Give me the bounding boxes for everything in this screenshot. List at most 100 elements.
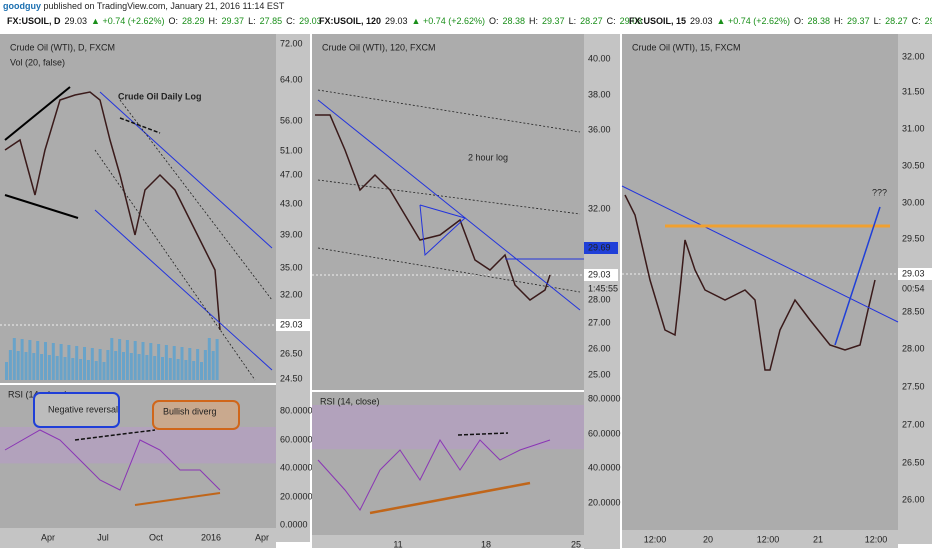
line xyxy=(4,86,71,141)
price-tick-label: 00:54 xyxy=(902,283,925,293)
price-tick-label: 24.50 xyxy=(280,373,303,383)
price-tick-label: 38.00 xyxy=(588,89,611,99)
quote-close-label: C: xyxy=(912,16,921,26)
volume-bar xyxy=(83,347,86,380)
price-tick-label: 56.00 xyxy=(280,115,303,125)
quote-symbol: FX:USOIL, 120 xyxy=(319,16,381,26)
quote-high: 29.37 xyxy=(847,16,870,26)
price-pane xyxy=(622,34,898,530)
volume-bar xyxy=(40,354,44,380)
rsi-tick-label: 60.0000 xyxy=(280,434,313,444)
volume-bar xyxy=(102,362,106,380)
quote-close-label: C: xyxy=(286,16,295,26)
annotation: ??? xyxy=(872,187,887,197)
quote-high: 29.37 xyxy=(542,16,565,26)
volume-bar xyxy=(118,339,122,380)
volume-bar xyxy=(180,347,184,380)
volume-bar xyxy=(47,355,51,380)
volume-bar xyxy=(149,343,153,380)
volume-bar xyxy=(129,353,133,380)
time-axis xyxy=(622,530,898,548)
rsi-title: RSI (14, close) xyxy=(320,396,380,406)
line xyxy=(317,89,581,133)
price-tick-label: 36.00 xyxy=(588,124,611,134)
quote-change: ▲ +0.74 (+2.62%) xyxy=(412,16,485,26)
volume-bar xyxy=(98,349,102,380)
volume-bar xyxy=(176,359,180,380)
quote-low: 28.27 xyxy=(580,16,603,26)
line xyxy=(74,429,156,441)
last-price-tag xyxy=(276,319,310,331)
quote: FX:USOIL, 120 29.03 ▲ +0.74 (+2.62%) O: 28.3… xyxy=(319,16,642,26)
price-tick-label: 30.00 xyxy=(902,197,925,207)
line xyxy=(4,91,221,331)
quote-low: 27.85 xyxy=(260,16,283,26)
indicator-title: Vol (20, false) xyxy=(10,57,65,67)
time-tick-label: 12:00 xyxy=(644,534,667,544)
line xyxy=(621,185,899,323)
pane-title: Crude Oil (WTI), 120, FXCM xyxy=(322,42,436,52)
line xyxy=(419,204,466,257)
time-tick-label: 12:00 xyxy=(865,534,888,544)
volume-bar xyxy=(172,346,176,380)
price-tick-label: 32.00 xyxy=(280,289,303,299)
volume-bar xyxy=(114,351,118,380)
time-tick-label: 11 xyxy=(393,539,402,549)
volume-bar xyxy=(12,338,16,380)
time-tick-label: 2016 xyxy=(201,532,221,542)
line xyxy=(94,149,256,381)
pane-title: Crude Oil (WTI), D, FXCM xyxy=(10,42,115,52)
volume-bar xyxy=(51,343,55,380)
quote-high-label: H: xyxy=(529,16,538,26)
price-tick-label: 27.00 xyxy=(902,419,925,429)
line xyxy=(94,209,273,371)
volume-bar xyxy=(79,359,83,380)
time-tick-label: Apr xyxy=(255,532,269,542)
quote-open-label: O: xyxy=(489,16,499,26)
quote-high-label: H: xyxy=(834,16,843,26)
volume-bar xyxy=(125,340,129,380)
quote-open-label: O: xyxy=(794,16,804,26)
time-tick-label: 20 xyxy=(703,534,713,544)
user[interactable]: goodguy xyxy=(3,1,41,11)
annotation: Negative reversal xyxy=(48,404,118,414)
line xyxy=(4,429,221,491)
price-pane xyxy=(312,34,584,390)
quote-open: 28.38 xyxy=(503,16,526,26)
annotation: 2 hour log xyxy=(468,152,508,162)
callout xyxy=(152,400,240,430)
quote-low-label: L: xyxy=(569,16,577,26)
line xyxy=(624,194,876,371)
volume-bar xyxy=(161,357,164,380)
volume-bar xyxy=(168,358,172,380)
price-tick-label: 27.00 xyxy=(588,317,611,327)
rsi-band xyxy=(312,405,584,450)
quote-close: 29.03 xyxy=(620,16,643,26)
line xyxy=(317,99,581,311)
alert-tag xyxy=(584,242,618,254)
volume-bar xyxy=(86,360,90,380)
rsi-tick-label: 20.0000 xyxy=(280,491,313,501)
line xyxy=(369,481,531,515)
volume-bar xyxy=(184,360,188,380)
price-tick-label: 27.50 xyxy=(902,381,925,391)
price-tick-label: 26.50 xyxy=(280,348,303,358)
price-tick-label: 1:45:55 xyxy=(588,283,618,293)
volume-bar xyxy=(44,342,47,380)
price-axis xyxy=(276,34,310,542)
price-tick-label: 30.50 xyxy=(902,160,925,170)
price-tick-label: 29.03 xyxy=(280,319,303,329)
volume-bar xyxy=(110,338,114,380)
line xyxy=(317,179,581,215)
rsi-tick-label: 0.0000 xyxy=(280,519,308,529)
price-axis xyxy=(584,34,620,549)
quote-change: ▲ +0.74 (+2.62%) xyxy=(91,16,164,26)
price-tick-label: 25.00 xyxy=(588,369,611,379)
volume-bar xyxy=(141,342,145,380)
price-tick-label: 28.50 xyxy=(902,306,925,316)
annotation: Bullish diverg xyxy=(163,406,217,416)
time-tick-label: 18 xyxy=(481,539,491,549)
annotation: Crude Oil Daily Log xyxy=(118,91,202,101)
time-tick-label: Oct xyxy=(149,532,164,542)
